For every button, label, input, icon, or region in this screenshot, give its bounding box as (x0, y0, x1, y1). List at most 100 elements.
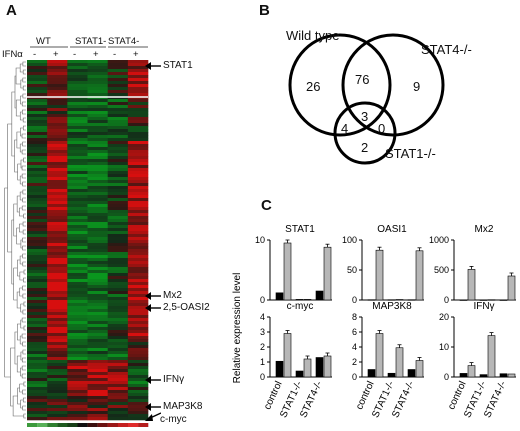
heatmap-cell (127, 408, 149, 412)
heatmap-cell (127, 168, 149, 172)
heatmap-cell (87, 216, 108, 220)
heatmap-cell (87, 69, 108, 73)
heatmap-cell (47, 255, 68, 259)
venn-count-wt-stat4: 76 (355, 72, 370, 87)
y-tick-label: 0 (444, 372, 449, 382)
heatmap-cell (87, 366, 108, 370)
heatmap-cell (67, 132, 88, 136)
heatmap-cell (107, 327, 129, 331)
heatmap-cell (47, 213, 68, 217)
heatmap-cell (27, 87, 48, 91)
y-tick-label: 0 (352, 372, 357, 382)
bar-STAT4-/--0 (499, 299, 508, 301)
color-scale-swatch (97, 423, 108, 427)
heatmap-cell (47, 282, 68, 286)
heatmap-cell (87, 117, 108, 121)
heatmap-cell (127, 75, 149, 79)
bar-STAT4-/--1 (507, 373, 516, 378)
heatmap-cell (47, 411, 68, 415)
heatmap-cell (67, 159, 88, 163)
heatmap-cell (67, 267, 88, 271)
heatmap-cell (67, 276, 88, 280)
heatmap-cell (107, 231, 129, 235)
heatmap-cell (127, 393, 149, 397)
heatmap-cell (107, 147, 129, 151)
bar-STAT1-/--1 (303, 358, 312, 378)
stat1-arrow-icon (145, 62, 161, 70)
heatmap-cell (107, 402, 129, 406)
heatmap-cell (47, 123, 68, 127)
heatmap-cell (67, 264, 88, 268)
heatmap-cell (67, 408, 88, 412)
heatmap-cell (87, 168, 108, 172)
heatmap-cell (67, 219, 88, 223)
heatmap-cell (87, 387, 108, 391)
heatmap-cell (107, 312, 129, 316)
heatmap-cell (107, 66, 129, 70)
heatmap-cell (87, 153, 108, 157)
heatmap-cell (67, 282, 88, 286)
heatmap-cell (27, 165, 48, 169)
heatmap-cell (127, 186, 149, 190)
heatmap-cell (27, 150, 48, 154)
heatmap-cell (127, 60, 149, 64)
heatmap-cell (67, 81, 88, 85)
heatmap-cell (47, 201, 68, 205)
heatmap-cell (47, 342, 68, 346)
heatmap-cell (67, 372, 88, 376)
y-tick-label: 3 (260, 327, 265, 337)
heatmap-cell (67, 297, 88, 301)
heatmap-cell (87, 177, 108, 181)
y-tick-label: 0 (260, 295, 265, 305)
heatmap-cell (47, 156, 68, 160)
heatmap-cell (107, 363, 129, 367)
heatmap-cell (87, 87, 108, 91)
sign-6: + (133, 49, 139, 60)
heatmap-cell (127, 411, 149, 415)
heatmap-cell (107, 60, 129, 64)
heatmap-cell (87, 360, 108, 364)
heatmap-cell (47, 153, 68, 157)
heatmap-cell (47, 105, 68, 109)
heatmap-cell (27, 174, 48, 178)
heatmap-cell (107, 135, 129, 139)
heatmap-cell (67, 186, 88, 190)
heatmap-cell (67, 213, 88, 217)
heatmap-cell (47, 102, 68, 106)
heatmap-cell (127, 315, 149, 319)
heatmap-cell (67, 102, 88, 106)
heatmap-cell (107, 333, 129, 337)
heatmap-cell (47, 168, 68, 172)
heatmap-cell (27, 168, 48, 172)
ifng-arrow-icon (145, 376, 161, 384)
heatmap-cell (127, 312, 149, 316)
group-stat4: STAT4- (108, 36, 140, 47)
heatmap-cell (27, 111, 48, 115)
heatmap-cell (67, 330, 88, 334)
bar-STAT1-/--0 (387, 299, 396, 301)
heatmap-cell (107, 285, 129, 289)
heatmap-cell (87, 165, 108, 169)
heatmap-cell (27, 210, 48, 214)
heatmap-cell (127, 369, 149, 373)
heatmap-cell (87, 90, 108, 94)
heatmap-cell (47, 336, 68, 340)
heatmap-cell (87, 201, 108, 205)
heatmap-cell (27, 93, 48, 97)
heatmap-cell (27, 216, 48, 220)
heatmap-cell (87, 231, 108, 235)
heatmap-cell (67, 114, 88, 118)
heatmap-cell (87, 183, 108, 187)
heatmap-cell (87, 363, 108, 367)
heatmap-cell (107, 141, 129, 145)
heatmap-cell (107, 201, 129, 205)
mx2-arrow-icon (145, 292, 161, 300)
heatmap-cell (27, 324, 48, 328)
heatmap-cell (27, 369, 48, 373)
heatmap-cell (47, 81, 68, 85)
heatmap-cell (127, 333, 149, 337)
heatmap-cell (67, 375, 88, 379)
heatmap-cell (47, 279, 68, 283)
heatmap-cell (67, 204, 88, 208)
heatmap-cell (67, 156, 88, 160)
